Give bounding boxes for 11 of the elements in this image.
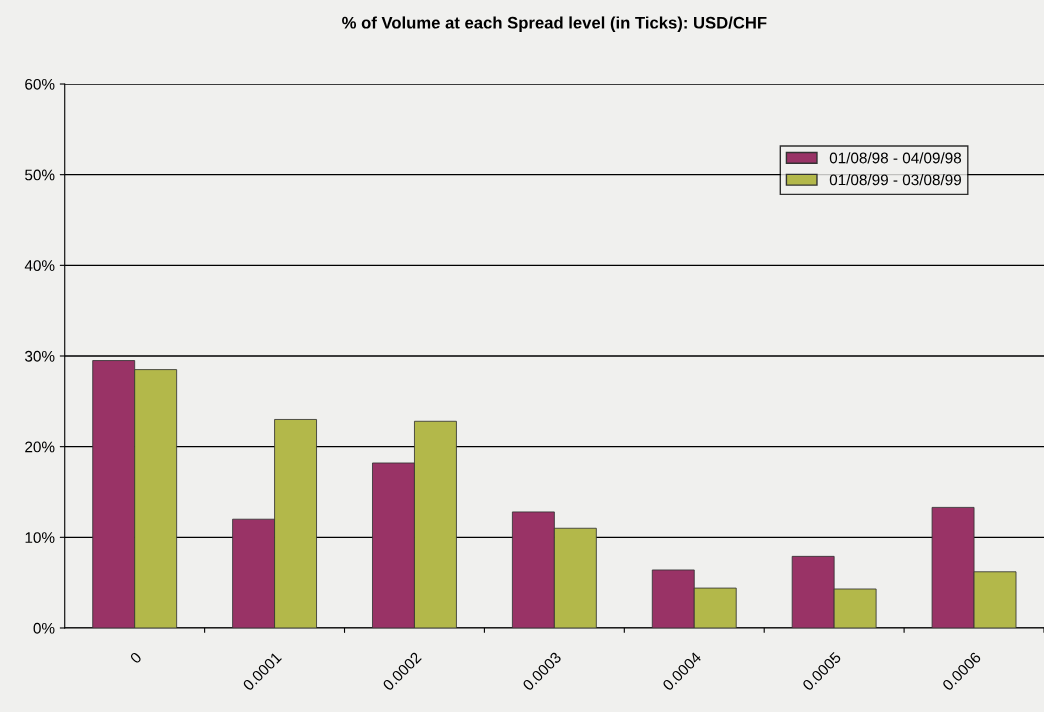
y-tick-label: 60% (25, 78, 55, 90)
chart-title: % of Volume at each Spread level (in Ticks): USD/CHF (342, 16, 767, 32)
legend-label: 01/08/98 - 04/09/98 (829, 152, 962, 164)
y-tick-label: 30% (25, 350, 55, 362)
y-tick-label: 40% (24, 260, 55, 272)
y-tick-label: 20% (25, 441, 55, 453)
y-tick-label: 50% (25, 169, 55, 181)
y-tick-label: 10% (25, 532, 55, 544)
y-tick-label: 0% (33, 622, 55, 634)
x-tick-label: 0 (129, 651, 143, 665)
legend-label: 01/08/99 - 03/08/99 (829, 174, 961, 186)
